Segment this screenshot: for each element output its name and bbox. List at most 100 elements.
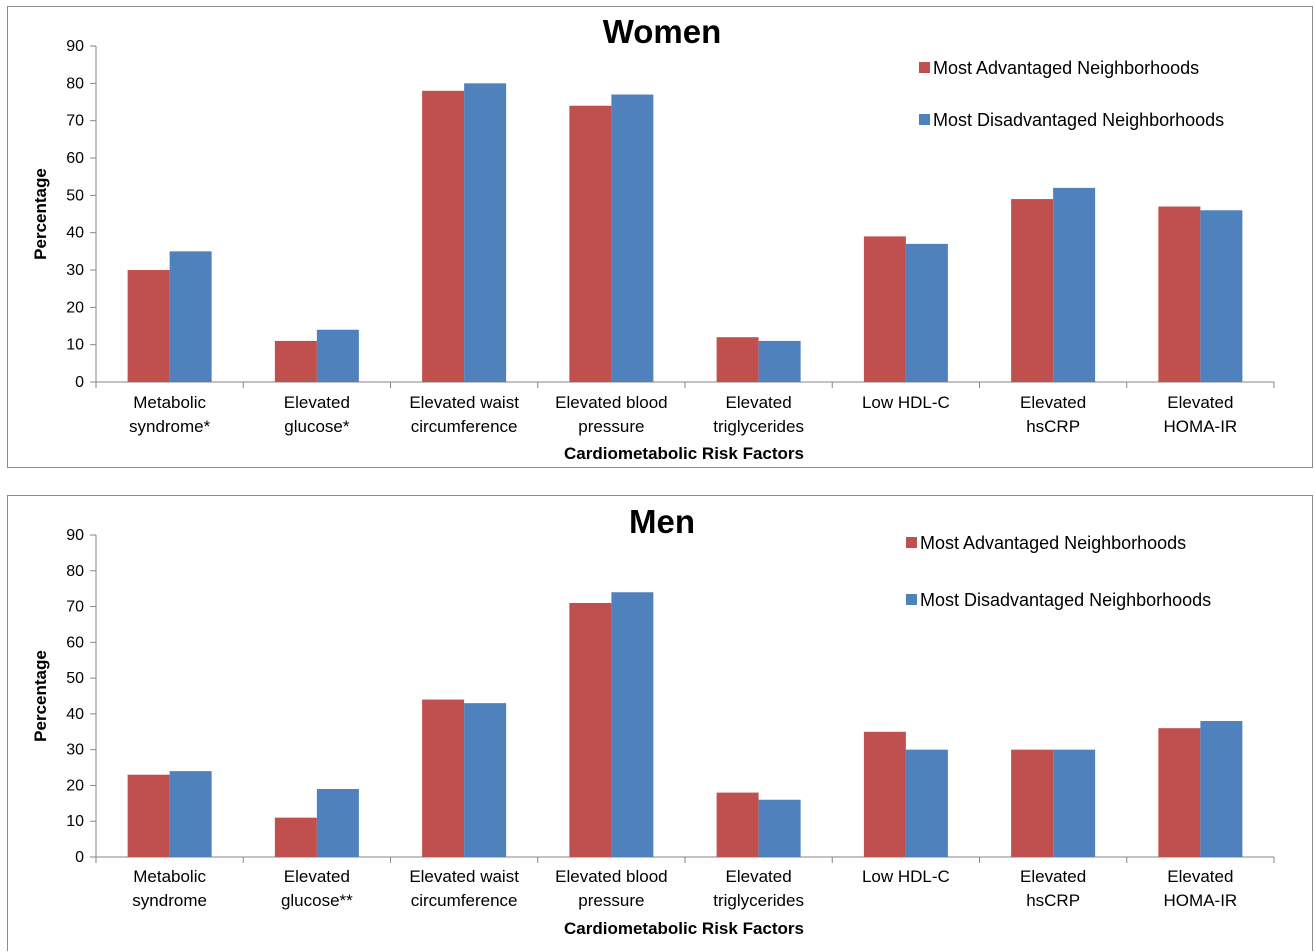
category-label: glucose** [281, 891, 353, 910]
category-label: circumference [411, 891, 518, 910]
bar-advantaged [716, 337, 759, 382]
y-tick-label: 50 [66, 187, 84, 204]
chart-title: Men [629, 503, 695, 540]
category-label: Elevated [1020, 393, 1086, 412]
legend-swatch [906, 537, 917, 548]
category-label: Metabolic [133, 867, 206, 886]
category-label: Metabolic [133, 393, 206, 412]
bar-advantaged [274, 817, 317, 857]
bar-advantaged [274, 340, 317, 382]
bar-disadvantaged [758, 340, 801, 382]
y-tick-label: 20 [66, 777, 84, 794]
bar-disadvantaged [1200, 210, 1243, 382]
bar-advantaged [569, 602, 612, 857]
y-tick-label: 20 [66, 299, 84, 316]
legend-label: Most Disadvantaged Neighborhoods [933, 110, 1224, 130]
y-tick-label: 40 [66, 706, 84, 723]
y-tick-label: 10 [66, 337, 84, 354]
bar-disadvantaged [905, 243, 948, 382]
category-label: Elevated blood [555, 867, 667, 886]
y-tick-label: 30 [66, 262, 84, 279]
y-axis-title: Percentage [31, 168, 50, 260]
category-label: Elevated [1167, 393, 1233, 412]
y-tick-label: 10 [66, 813, 84, 830]
y-tick-label: 60 [66, 150, 84, 167]
legend-swatch [919, 62, 930, 73]
legend-label: Most Advantaged Neighborhoods [920, 533, 1186, 553]
legend-label: Most Advantaged Neighborhoods [933, 58, 1199, 78]
category-label: pressure [578, 417, 644, 436]
bar-advantaged [127, 774, 170, 857]
y-tick-label: 70 [66, 599, 84, 616]
category-label: HOMA-IR [1164, 417, 1238, 436]
bar-advantaged [422, 90, 465, 383]
category-label: hsCRP [1026, 891, 1080, 910]
bar-advantaged [1011, 749, 1054, 857]
bar-disadvantaged [316, 329, 359, 382]
bar-advantaged [716, 792, 759, 857]
category-label: Elevated [1020, 867, 1086, 886]
y-tick-label: 60 [66, 634, 84, 651]
y-tick-label: 50 [66, 670, 84, 687]
legend-swatch [919, 114, 930, 125]
bar-disadvantaged [1053, 187, 1096, 382]
category-label: Low HDL-C [862, 867, 950, 886]
category-label: glucose* [284, 417, 350, 436]
bar-disadvantaged [169, 251, 212, 382]
bar-disadvantaged [1053, 749, 1096, 857]
category-label: Elevated [726, 393, 792, 412]
chart-panel-women: Women Percentage Cardiometabolic Risk Fact… [7, 6, 1313, 468]
bar-disadvantaged [169, 771, 212, 857]
category-label: Elevated waist [409, 393, 519, 412]
bar-disadvantaged [1200, 721, 1243, 857]
category-label: pressure [578, 891, 644, 910]
y-tick-label: 30 [66, 742, 84, 759]
category-label: Low HDL-C [862, 393, 950, 412]
chart-title: Women [603, 13, 722, 50]
category-label: Elevated waist [409, 867, 519, 886]
category-label: hsCRP [1026, 417, 1080, 436]
y-tick-label: 0 [75, 849, 84, 866]
bar-chart-men: Men Percentage Cardiometabolic Risk Factor… [31, 503, 1275, 938]
bar-advantaged [127, 270, 170, 382]
category-label: circumference [411, 417, 518, 436]
y-tick-label: 0 [75, 374, 84, 391]
x-axis-title: Cardiometabolic Risk Factors [564, 919, 804, 938]
y-tick-label: 90 [66, 38, 84, 55]
legend-label: Most Disadvantaged Neighborhoods [920, 590, 1211, 610]
bar-advantaged [863, 731, 906, 857]
bar-chart-women: Women Percentage Cardiometabolic Risk Fact… [31, 13, 1275, 463]
y-tick-label: 80 [66, 563, 84, 580]
legend-swatch [906, 594, 917, 605]
bar-disadvantaged [464, 83, 507, 382]
x-axis-title: Cardiometabolic Risk Factors [564, 444, 804, 463]
y-tick-label: 80 [66, 75, 84, 92]
y-tick-label: 40 [66, 225, 84, 242]
chart-panel-men: Men Percentage Cardiometabolic Risk Factor… [7, 495, 1313, 951]
category-label: Elevated blood [555, 393, 667, 412]
bar-disadvantaged [758, 799, 801, 857]
category-label: Elevated [284, 867, 350, 886]
bar-advantaged [863, 236, 906, 382]
category-label: syndrome [132, 891, 207, 910]
bar-advantaged [569, 105, 612, 382]
bar-disadvantaged [905, 749, 948, 857]
category-label: Elevated [284, 393, 350, 412]
bar-advantaged [1158, 206, 1201, 382]
bar-advantaged [1011, 199, 1054, 382]
y-tick-label: 90 [66, 527, 84, 544]
y-tick-label: 70 [66, 113, 84, 130]
bar-disadvantaged [464, 703, 507, 857]
category-label: syndrome* [129, 417, 211, 436]
bar-disadvantaged [611, 592, 654, 857]
bar-advantaged [1158, 728, 1201, 857]
category-label: triglycerides [713, 417, 804, 436]
y-axis-title: Percentage [31, 650, 50, 742]
category-label: Elevated [726, 867, 792, 886]
bar-disadvantaged [316, 789, 359, 857]
category-label: HOMA-IR [1164, 891, 1238, 910]
category-label: Elevated [1167, 867, 1233, 886]
bar-disadvantaged [611, 94, 654, 383]
category-label: triglycerides [713, 891, 804, 910]
bar-advantaged [422, 699, 465, 857]
